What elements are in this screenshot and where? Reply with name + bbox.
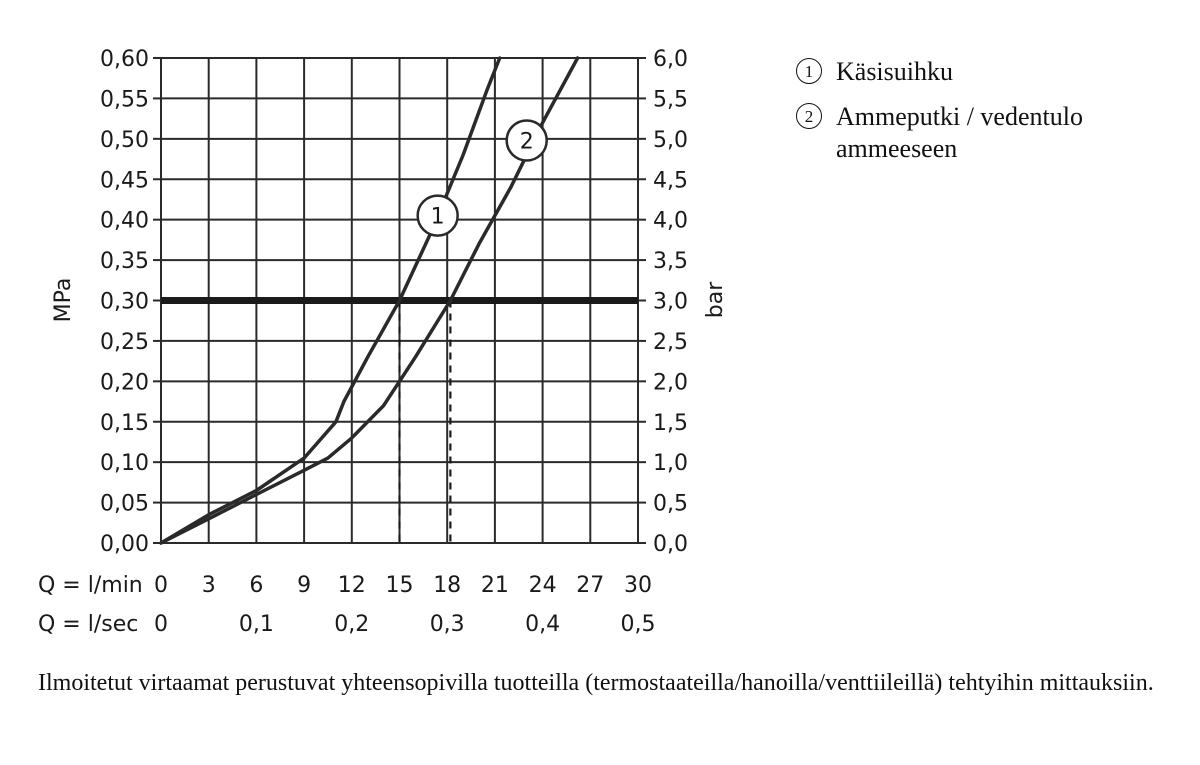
- x-tick-label-lmin: 18: [433, 573, 461, 598]
- right-tick-label: 6,0: [653, 47, 688, 72]
- series-line-2: [159, 56, 580, 545]
- left-tick-label: 0,10: [100, 451, 149, 476]
- x-axis-label-lmin: Q = l/min: [38, 573, 143, 598]
- series-group: [159, 56, 580, 545]
- x-tick-label-lmin: 24: [529, 573, 557, 598]
- x-tick-label-lsec: 0,4: [525, 612, 560, 637]
- left-tick-label: 0,45: [100, 168, 149, 193]
- x-tick-label-lmin: 6: [249, 573, 263, 598]
- right-tick-label: 5,5: [653, 87, 688, 112]
- x-axis-label-lsec: Q = l/sec: [38, 612, 138, 637]
- x-tick-label-lmin: 21: [481, 573, 509, 598]
- right-tick-label: 5,0: [653, 128, 688, 153]
- left-tick-label: 0,20: [100, 370, 149, 395]
- x-tick-label-lmin: 27: [576, 573, 604, 598]
- legend-label-1: Käsisuihku: [836, 57, 953, 86]
- right-tick-label: 1,0: [653, 451, 688, 476]
- right-tick-label: 0,5: [653, 492, 688, 517]
- series-markers-group: 12: [416, 119, 548, 237]
- x-tick-label-lmin: 9: [297, 573, 311, 598]
- left-tick-label: 0,00: [100, 532, 149, 557]
- x-tick-label-lmin: 3: [202, 573, 216, 598]
- legend-label-2: Ammeputki / vedentulo ammeeseen: [836, 102, 1083, 163]
- bottom-axis-ticks: 0 3 6 9 12 15 18 21 24 27 30 0 0,1 0,2 0,3 0,4 0,5: [154, 573, 656, 637]
- series-marker-label-2: 2: [520, 129, 534, 154]
- x-tick-label-lmin: 15: [386, 573, 414, 598]
- right-tick-label: 3,0: [653, 290, 688, 315]
- series-marker-circle-2: [505, 119, 548, 162]
- left-tick-label: 0,50: [100, 128, 149, 153]
- legend-item-2: 2 Ammeputki / vedentulo ammeeseen: [796, 101, 1156, 165]
- right-tick-label: 2,0: [653, 370, 688, 395]
- right-tick-label: 3,5: [653, 249, 688, 274]
- x-tick-label-lsec: 0,2: [334, 612, 369, 637]
- drop-lines-group: [398, 300, 452, 543]
- right-tick-label: 0,0: [653, 532, 688, 557]
- series-line-1: [159, 56, 502, 545]
- legend-item-1: 1 Käsisuihku: [796, 56, 1156, 88]
- right-tick-label: 4,5: [653, 168, 688, 193]
- left-tick-label: 0,60: [100, 47, 149, 72]
- series-marker-label-1: 1: [431, 205, 445, 230]
- right-axis-ticks: 0,0 0,5 1,0 1,5 2,0 2,5 3,0 3,5 4,0 4,5 5,0 5,5 6,0: [653, 47, 688, 557]
- x-tick-label-lmin: 30: [624, 573, 652, 598]
- left-axis-ticks: 0,00 0,05 0,10 0,15 0,20 0,25 0,30 0,35 0,40 0,45…: [100, 47, 149, 557]
- right-tick-label: 1,5: [653, 411, 688, 436]
- legend-number-1: 1: [796, 58, 822, 84]
- left-tick-label: 0,35: [100, 249, 149, 274]
- x-tick-label-lsec: 0,1: [239, 612, 274, 637]
- right-tick-label: 2,5: [653, 330, 688, 355]
- left-tick-label: 0,05: [100, 492, 149, 517]
- legend-number-2: 2: [796, 103, 822, 129]
- series-marker-circle-1: [416, 194, 459, 237]
- x-tick-label-lsec: 0,5: [621, 612, 656, 637]
- left-tick-label: 0,30: [100, 290, 149, 315]
- x-tick-label-lmin: 12: [338, 573, 366, 598]
- footnote: Ilmoitetut virtaamat perustuvat yhteenso…: [38, 670, 1154, 696]
- left-axis-label: MPa: [51, 278, 76, 323]
- left-tick-label: 0,40: [100, 209, 149, 234]
- left-tick-label: 0,15: [100, 411, 149, 436]
- x-tick-label-lsec: 0: [154, 612, 168, 637]
- left-tick-label: 0,25: [100, 330, 149, 355]
- right-axis-label: bar: [703, 281, 728, 318]
- left-tick-label: 0,55: [100, 87, 149, 112]
- right-tick-label: 4,0: [653, 209, 688, 234]
- x-tick-label-lsec: 0,3: [430, 612, 465, 637]
- x-tick-label-lmin: 0: [154, 573, 168, 598]
